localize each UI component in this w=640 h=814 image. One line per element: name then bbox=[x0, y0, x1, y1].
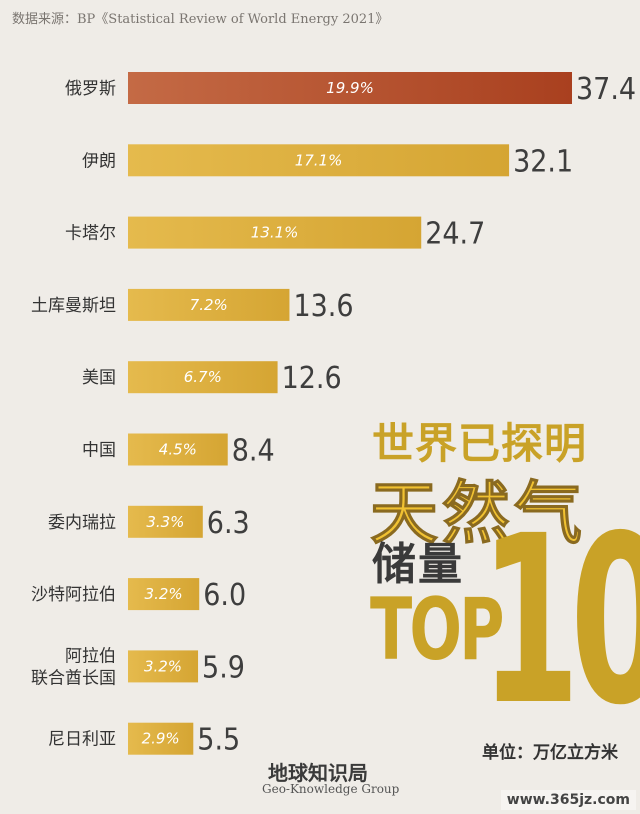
bar-4 bbox=[128, 361, 278, 394]
share-label-0: 19.9% bbox=[326, 79, 374, 97]
site-watermark: www.365jz.com bbox=[500, 790, 636, 810]
value-label-6: 6.3 bbox=[207, 506, 250, 541]
value-label-0: 37.4 bbox=[576, 72, 636, 107]
value-label-8: 5.9 bbox=[202, 650, 245, 685]
category-label-8-line-0: 阿拉伯 bbox=[65, 646, 116, 666]
category-label-4: 美国 bbox=[82, 368, 116, 388]
title-line-1: 世界已探明 bbox=[372, 419, 588, 468]
value-label-9: 5.5 bbox=[197, 723, 240, 758]
value-label-3: 13.6 bbox=[293, 289, 353, 324]
category-label-8-line-1: 联合酋长国 bbox=[31, 668, 116, 688]
source-note: 数据来源：BP《Statistical Review of World Ener… bbox=[12, 12, 389, 27]
category-label-0: 俄罗斯 bbox=[65, 79, 116, 99]
bar-8 bbox=[128, 650, 199, 683]
bar-1 bbox=[128, 144, 510, 177]
category-label-1: 伊朗 bbox=[82, 151, 116, 171]
bar-0 bbox=[128, 72, 572, 104]
share-label-7: 3.2% bbox=[145, 585, 183, 603]
title-line-4: TOP bbox=[370, 580, 505, 680]
share-label-2: 13.1% bbox=[251, 224, 299, 242]
bar-3 bbox=[128, 288, 290, 321]
share-label-3: 7.2% bbox=[190, 296, 228, 314]
bar-5 bbox=[128, 433, 228, 466]
category-label-9: 尼日利亚 bbox=[48, 730, 116, 750]
share-label-8: 3.2% bbox=[144, 657, 182, 675]
share-label-4: 6.7% bbox=[184, 368, 222, 386]
title-line-2: 天然气 bbox=[369, 475, 587, 555]
share-label-6: 3.3% bbox=[146, 513, 184, 531]
unit-label: 单位：万亿立方米 bbox=[482, 743, 618, 763]
title-line-3: 储量 bbox=[372, 539, 464, 590]
bar-9 bbox=[128, 722, 194, 755]
title-line-5: 10 bbox=[480, 486, 640, 756]
category-label-7: 沙特阿拉伯 bbox=[31, 585, 116, 605]
category-label-6: 委内瑞拉 bbox=[48, 513, 116, 533]
share-label-5: 4.5% bbox=[159, 441, 197, 459]
share-label-9: 2.9% bbox=[142, 730, 180, 748]
share-label-1: 17.1% bbox=[295, 151, 343, 169]
bar-6 bbox=[128, 505, 203, 538]
brand-name-cn: 地球知识局 bbox=[268, 761, 368, 785]
category-label-5: 中国 bbox=[82, 441, 116, 461]
category-label-2: 卡塔尔 bbox=[65, 224, 116, 244]
bar-7 bbox=[128, 578, 200, 611]
value-label-4: 12.6 bbox=[282, 361, 342, 396]
value-label-7: 6.0 bbox=[203, 578, 246, 613]
value-label-2: 24.7 bbox=[425, 217, 485, 252]
category-label-3: 土库曼斯坦 bbox=[31, 296, 116, 316]
bar-2 bbox=[128, 216, 422, 249]
value-label-1: 32.1 bbox=[513, 144, 573, 179]
value-label-5: 8.4 bbox=[232, 434, 275, 469]
brand-name-en: Geo-Knowledge Group bbox=[262, 782, 400, 796]
